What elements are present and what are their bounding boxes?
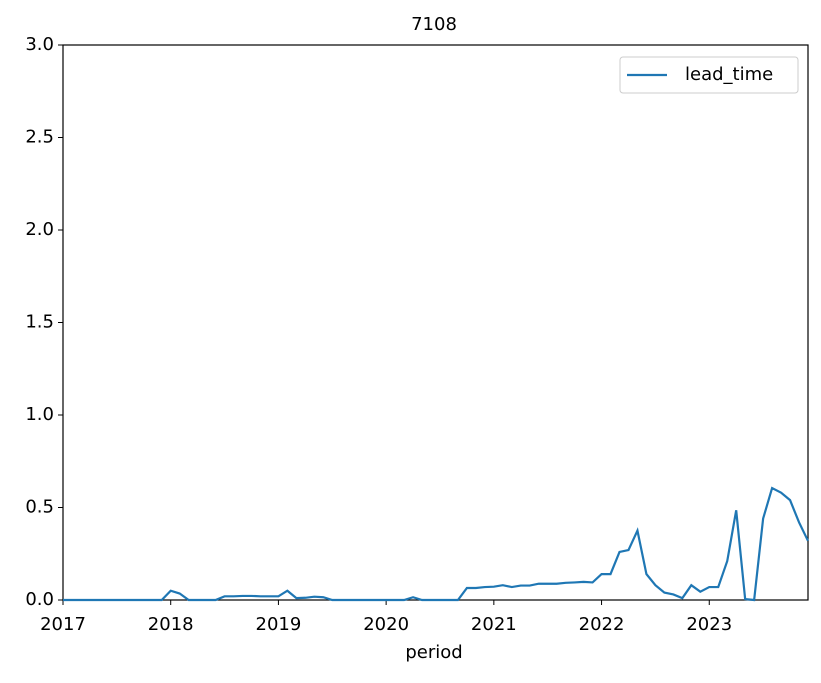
y-tick-label: 1.5 (25, 312, 54, 333)
y-tick-label: 2.5 (25, 127, 54, 148)
x-tick-label: 2017 (40, 614, 86, 635)
x-tick-label: 2021 (471, 614, 517, 635)
legend-label: lead_time (685, 64, 773, 85)
data-line (63, 486, 809, 602)
x-axis-label: period (405, 642, 462, 663)
plot-frame (62, 44, 809, 601)
x-tick-label: 2022 (579, 614, 625, 635)
y-tick-label: 0.0 (25, 589, 54, 610)
y-tick-label: 1.0 (25, 404, 54, 425)
x-tick-label: 2023 (686, 614, 732, 635)
x-tick-label: 2019 (256, 614, 302, 635)
y-tick-label: 3.0 (25, 34, 54, 55)
y-tick-label: 0.5 (25, 497, 54, 518)
x-tick-label: 2020 (363, 614, 409, 635)
chart-title: 7108 (411, 14, 457, 35)
x-tick-label: 2018 (148, 614, 194, 635)
legend-box (619, 56, 799, 94)
y-tick-label: 2.0 (25, 219, 54, 240)
